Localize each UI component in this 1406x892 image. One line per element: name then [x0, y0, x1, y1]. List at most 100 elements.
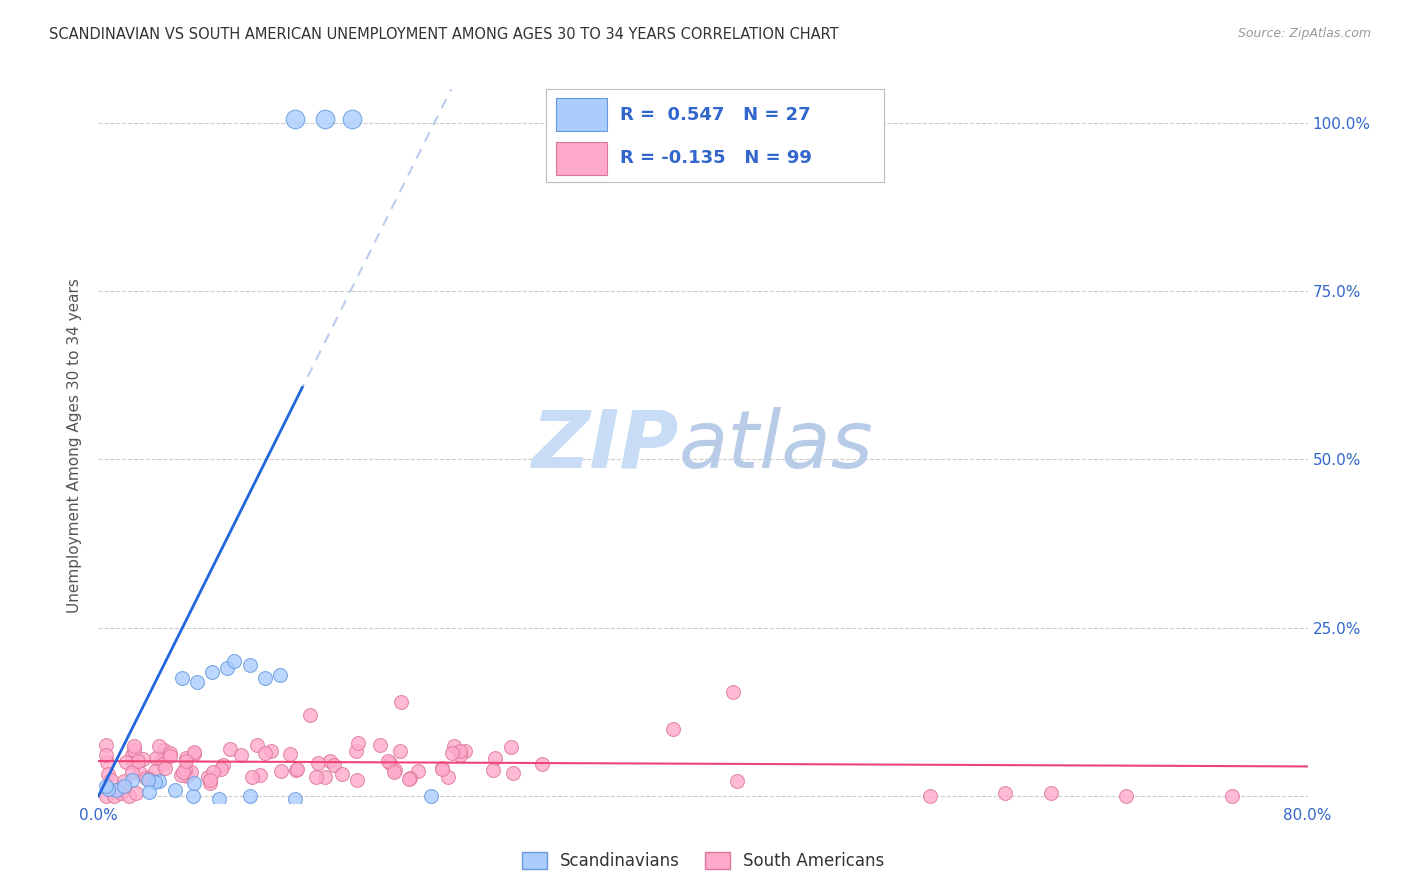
Point — [155, 748, 177, 763]
Point — [406, 764, 429, 779]
Point — [382, 764, 405, 779]
Point — [174, 762, 197, 776]
Point — [121, 747, 143, 762]
Point — [110, 786, 132, 800]
Point — [501, 739, 523, 754]
Point — [170, 671, 193, 685]
Point — [449, 747, 471, 762]
Point — [170, 768, 193, 782]
Point — [347, 736, 370, 750]
Text: Source: ZipAtlas.com: Source: ZipAtlas.com — [1237, 27, 1371, 40]
Point — [307, 756, 329, 770]
Point — [994, 786, 1017, 800]
Point — [481, 763, 503, 777]
Point — [121, 764, 143, 779]
Point — [100, 772, 122, 787]
Point — [432, 762, 454, 776]
Point — [183, 776, 205, 790]
Point — [143, 775, 166, 789]
Point — [211, 757, 233, 772]
Point — [94, 748, 117, 763]
Point — [454, 744, 477, 758]
Point — [380, 756, 402, 771]
Point — [103, 789, 125, 803]
Point — [398, 772, 420, 786]
Point — [176, 751, 198, 765]
Point — [269, 668, 291, 682]
Point — [112, 774, 135, 789]
Point — [725, 773, 748, 788]
Point — [208, 792, 231, 806]
Point — [127, 754, 149, 768]
Point — [662, 722, 685, 736]
Point — [159, 748, 181, 763]
Point — [94, 789, 117, 803]
Point — [94, 738, 117, 752]
Point — [299, 708, 322, 723]
Point — [384, 763, 406, 777]
Point — [152, 756, 174, 771]
Point — [449, 744, 471, 758]
Point — [330, 766, 353, 780]
Point — [502, 766, 524, 780]
Point — [183, 747, 205, 761]
Point — [285, 764, 308, 778]
Point — [122, 755, 145, 769]
Point — [201, 665, 224, 679]
Point — [530, 756, 553, 771]
Point — [112, 779, 135, 793]
Point — [174, 754, 197, 768]
Point — [270, 764, 292, 779]
Point — [159, 746, 181, 760]
Point — [229, 748, 252, 763]
Point — [319, 755, 342, 769]
Text: ZIP: ZIP — [531, 407, 679, 485]
Point — [260, 744, 283, 758]
Point — [377, 755, 399, 769]
Point — [163, 782, 186, 797]
Point — [342, 112, 364, 127]
Point — [398, 771, 420, 785]
Text: atlas: atlas — [679, 407, 873, 485]
Point — [153, 761, 176, 775]
Point — [314, 770, 336, 784]
Point — [484, 750, 506, 764]
Point — [253, 746, 276, 760]
Point — [122, 739, 145, 754]
Point — [200, 773, 222, 788]
Point — [114, 755, 136, 769]
Point — [172, 764, 194, 779]
Point — [346, 744, 368, 758]
Point — [322, 758, 344, 772]
Point — [240, 770, 263, 784]
Point — [219, 741, 242, 756]
Point — [186, 674, 208, 689]
Point — [209, 762, 232, 776]
Text: SCANDINAVIAN VS SOUTH AMERICAN UNEMPLOYMENT AMONG AGES 30 TO 34 YEARS CORRELATIO: SCANDINAVIAN VS SOUTH AMERICAN UNEMPLOYM… — [49, 27, 839, 42]
Point — [132, 752, 155, 766]
Point — [918, 789, 941, 803]
Point — [97, 782, 120, 797]
Point — [152, 742, 174, 756]
Point — [183, 789, 205, 803]
Point — [388, 744, 411, 758]
Point — [246, 739, 269, 753]
Point — [201, 765, 224, 780]
Point — [136, 772, 159, 787]
Point — [143, 764, 166, 778]
Point — [440, 746, 463, 760]
Point — [183, 745, 205, 759]
Point — [1115, 789, 1137, 803]
Point — [104, 783, 127, 797]
Point — [1039, 786, 1062, 800]
Point — [314, 112, 336, 127]
Point — [129, 765, 152, 780]
Point — [215, 661, 238, 675]
Point — [284, 112, 307, 127]
Point — [138, 772, 160, 786]
Point — [125, 786, 148, 800]
Y-axis label: Unemployment Among Ages 30 to 34 years: Unemployment Among Ages 30 to 34 years — [67, 278, 83, 614]
Point — [305, 770, 328, 784]
Point — [253, 671, 276, 685]
Legend: Scandinavians, South Americans: Scandinavians, South Americans — [515, 845, 891, 877]
